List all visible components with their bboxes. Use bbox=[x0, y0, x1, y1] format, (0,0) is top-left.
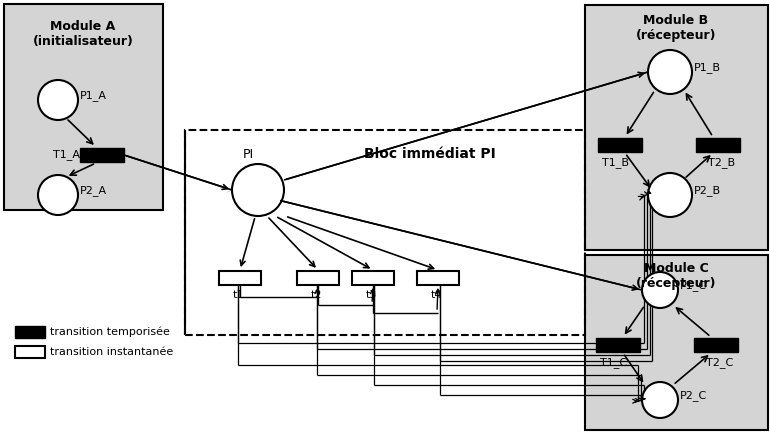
Text: P2_C: P2_C bbox=[680, 391, 708, 401]
Bar bbox=[297, 271, 339, 285]
Text: T1_B: T1_B bbox=[602, 158, 630, 168]
Bar bbox=[598, 138, 642, 152]
Text: transition temporisée: transition temporisée bbox=[50, 327, 170, 337]
Text: T1_A: T1_A bbox=[53, 149, 80, 160]
Bar bbox=[219, 271, 261, 285]
Text: transition instantanée: transition instantanée bbox=[50, 347, 173, 357]
Bar bbox=[694, 338, 738, 352]
Text: t4: t4 bbox=[430, 290, 442, 300]
Text: P2_B: P2_B bbox=[694, 186, 721, 197]
Bar bbox=[417, 271, 459, 285]
Circle shape bbox=[642, 272, 678, 308]
Circle shape bbox=[38, 80, 78, 120]
Bar bbox=[585, 255, 768, 430]
Bar bbox=[585, 5, 768, 250]
Text: P1_C: P1_C bbox=[680, 280, 707, 292]
Text: Module B
(récepteur): Module B (récepteur) bbox=[636, 14, 716, 42]
Text: t2: t2 bbox=[310, 290, 322, 300]
Circle shape bbox=[648, 173, 692, 217]
Circle shape bbox=[232, 164, 284, 216]
Bar bbox=[596, 338, 640, 352]
Text: P1_B: P1_B bbox=[694, 63, 721, 73]
Text: Module A
(initialisateur): Module A (initialisateur) bbox=[32, 20, 133, 48]
Circle shape bbox=[642, 382, 678, 418]
Text: T2_C: T2_C bbox=[706, 358, 734, 368]
Text: T1_C: T1_C bbox=[601, 358, 628, 368]
Bar bbox=[15, 346, 45, 358]
Text: T2_B: T2_B bbox=[708, 158, 735, 168]
Text: PI: PI bbox=[243, 148, 253, 161]
Circle shape bbox=[38, 175, 78, 215]
Text: Module C
(récepteur): Module C (récepteur) bbox=[636, 262, 716, 290]
Bar bbox=[185, 130, 585, 335]
Text: t3: t3 bbox=[365, 290, 377, 300]
Bar bbox=[696, 138, 740, 152]
Bar bbox=[4, 4, 163, 210]
Circle shape bbox=[648, 50, 692, 94]
Bar bbox=[15, 326, 45, 338]
Bar bbox=[352, 271, 394, 285]
Text: Bloc immédiat PI: Bloc immédiat PI bbox=[364, 147, 496, 161]
Text: P2_A: P2_A bbox=[80, 186, 107, 197]
Bar bbox=[80, 148, 124, 162]
Text: t1: t1 bbox=[233, 290, 243, 300]
Text: P1_A: P1_A bbox=[80, 91, 107, 102]
